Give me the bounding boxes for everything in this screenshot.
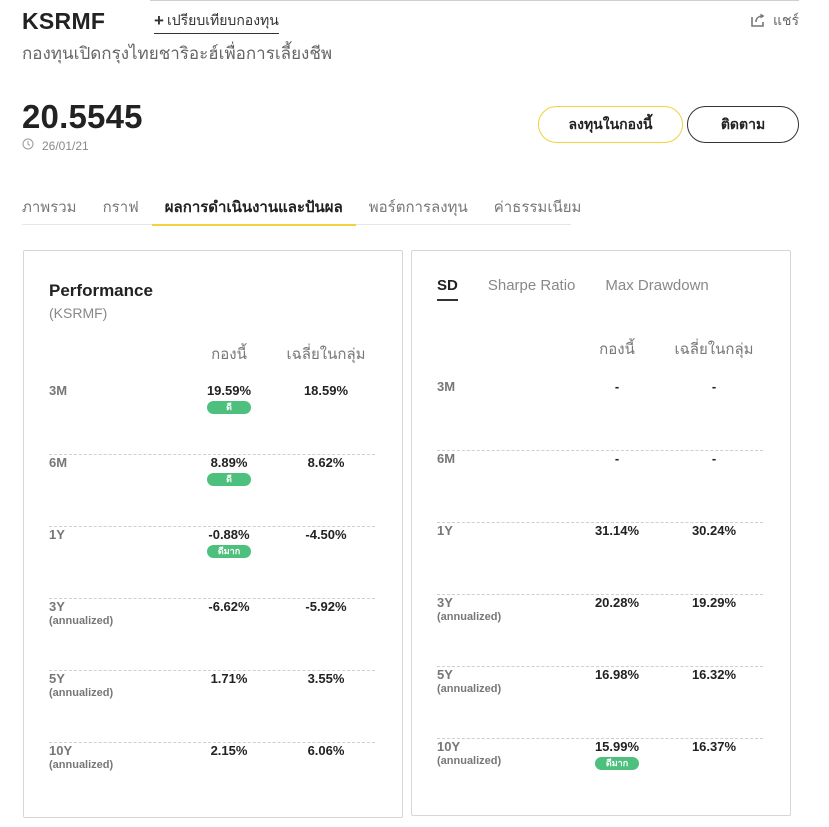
table-row: 3Y (annualized) 20.28% 19.29% [437,595,763,667]
fund-value: 31.14% [594,523,640,538]
tab-overview[interactable]: ภาพรวม [22,199,77,216]
table-row: 5Y (annualized) 16.98% 16.32% [437,667,763,739]
group-average-value: 16.37% [691,739,737,754]
follow-button[interactable]: ติดตาม [687,106,799,143]
period-label: 3Y [437,595,453,610]
period-note: (annualized) [49,615,114,627]
period-label: 3Y [49,599,65,614]
rating-badge: ดีมาก [207,545,251,558]
fund-code: KSRMF [22,8,106,34]
group-average-value: 8.62% [307,455,345,470]
nav-date: 26/01/21 [42,138,89,153]
table-row: 3M 19.59% 18.59% ดี [49,383,375,455]
table-row: 5Y (annualized) 1.71% 3.55% [49,671,375,743]
period-label: 5Y [437,667,453,682]
group-average-value: 16.32% [691,667,737,682]
fund-value: 8.89% [210,455,248,470]
risk-tabs: SD Sharpe Ratio Max Drawdown [437,277,709,301]
table-row: 3Y (annualized) -6.62% -5.92% [49,599,375,671]
tab-sd[interactable]: SD [437,277,458,301]
compare-fund-link[interactable]: + เปรียบเทียบกองทุน [154,10,279,34]
nav-date-row: 26/01/21 [22,138,89,153]
period-note: (annualized) [49,759,114,771]
table-row: 1Y -0.88% -4.50% ดีมาก [49,527,375,599]
fund-value: 20.28% [594,595,640,610]
table-row: 10Y (annualized) 2.15% 6.06% [49,743,375,815]
fund-value: 15.99% [594,739,640,754]
fund-value: - [614,451,620,466]
fund-value: -0.88% [208,527,250,542]
share-icon [750,13,767,30]
table-row: 10Y (annualized) 15.99% 16.37% ดีมาก [437,739,763,811]
column-header-group-average: เฉลี่ยในกลุ่ม [286,346,366,363]
group-average-value: - [711,451,717,466]
group-average-value: 30.24% [691,523,737,538]
period-label: 6M [49,455,68,470]
period-label: 10Y [437,739,461,754]
nav-value: 20.5545 [22,98,143,135]
performance-title: Performance [49,281,153,300]
share-label: แชร์ [772,12,799,28]
fund-value: 16.98% [594,667,640,682]
period-note: (annualized) [49,687,114,699]
tab-portfolio[interactable]: พอร์ตการลงทุน [368,199,468,216]
tab-fees[interactable]: ค่าธรรมเนียม [493,199,582,216]
fund-name: กองทุนเปิดกรุงไทยชาริอะฮ์เพื่อการเลี้ยงช… [22,44,333,63]
group-average-value: 18.59% [303,383,349,398]
fund-value: -6.62% [208,599,250,614]
fund-value: 19.59% [206,383,252,398]
column-header-group-average: เฉลี่ยในกลุ่ม [674,341,754,358]
period-label: 5Y [49,671,65,686]
top-divider [150,0,799,1]
column-header-fund: กองนี้ [599,341,635,358]
period-label: 10Y [49,743,73,758]
tab-max-drawdown[interactable]: Max Drawdown [605,277,709,294]
share-button[interactable]: แชร์ [750,10,799,32]
group-average-value: 19.29% [691,595,737,610]
fund-value: 1.71% [210,671,248,686]
rating-badge: ดี [207,401,251,414]
risk-card: SD Sharpe Ratio Max Drawdown กองนี้ เฉลี… [411,250,791,816]
fund-tabs: ภาพรวม กราฟ ผลการดำเนินงานและปันผล พอร์ต… [22,190,581,226]
performance-card: Performance (KSRMF) กองนี้ เฉลี่ยในกลุ่ม… [23,250,403,818]
group-average-value: 6.06% [307,743,345,758]
tab-sharpe-ratio[interactable]: Sharpe Ratio [487,277,576,294]
period-note: (annualized) [437,755,502,767]
period-note: (annualized) [437,683,502,695]
period-label: 6M [437,451,456,466]
clock-icon [22,138,34,153]
column-header-fund: กองนี้ [211,346,247,363]
table-row: 6M 8.89% 8.62% ดี [49,455,375,527]
tab-graph[interactable]: กราฟ [102,199,139,216]
group-average-value: 3.55% [307,671,345,686]
fund-value: - [614,379,620,394]
plus-icon: + [154,11,164,30]
compare-label: เปรียบเทียบกองทุน [166,12,279,28]
group-average-value: -5.92% [305,599,347,614]
table-row: 3M - - [437,379,763,451]
rating-badge: ดี [207,473,251,486]
period-label: 1Y [437,523,453,538]
tab-performance-dividend[interactable]: ผลการดำเนินงานและปันผล [151,190,356,226]
table-row: 6M - - [437,451,763,523]
period-label: 3M [49,383,68,398]
table-row: 1Y 31.14% 30.24% [437,523,763,595]
invest-button[interactable]: ลงทุนในกองนี้ [538,106,683,143]
period-label: 3M [437,379,456,394]
fund-value: 2.15% [210,743,248,758]
period-label: 1Y [49,527,65,542]
period-note: (annualized) [437,611,502,623]
group-average-value: - [711,379,717,394]
performance-subtitle: (KSRMF) [49,305,108,321]
rating-badge: ดีมาก [595,757,639,770]
group-average-value: -4.50% [305,527,347,542]
